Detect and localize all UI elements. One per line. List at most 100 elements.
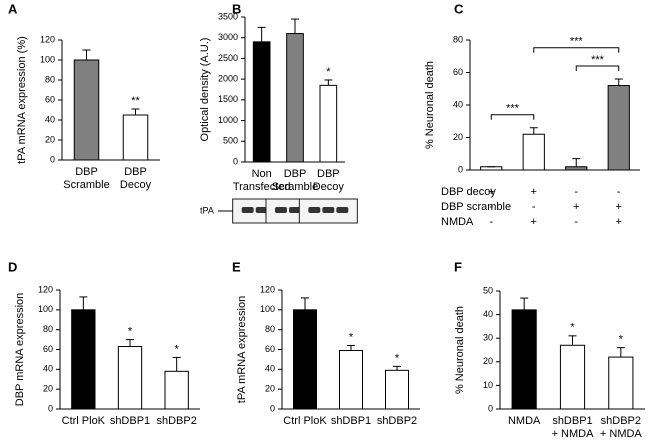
y-tick-label: 50: [483, 285, 493, 295]
y-tick-label: 60: [453, 67, 463, 77]
y-tick-label: 120: [38, 284, 53, 294]
y-tick-label: 20: [43, 384, 53, 394]
panel-letter: F: [454, 259, 462, 274]
bar: [608, 356, 634, 410]
y-tick-label: 0: [270, 403, 275, 413]
y-tick-label: 20: [265, 384, 275, 394]
blot-band: [241, 207, 254, 213]
x-tick-label: Ctrl PloK: [62, 415, 106, 427]
condition-sign: -: [489, 216, 493, 228]
blot-band: [289, 207, 301, 213]
bar: [511, 309, 537, 410]
y-tick-label: 40: [45, 114, 55, 124]
condition-sign: -: [574, 216, 578, 228]
panel-letter: D: [8, 259, 17, 274]
y-tick-label: 1500: [218, 94, 238, 104]
significance: ***: [591, 54, 605, 66]
y-tick-label: 20: [453, 132, 463, 142]
bar: [319, 84, 338, 163]
condition-sign: -: [574, 186, 578, 198]
significance: *: [326, 66, 331, 78]
y-tick-label: 40: [483, 309, 493, 319]
bar: [385, 369, 409, 410]
bar: [117, 346, 143, 410]
y-tick-label: 40: [453, 99, 463, 109]
x-tick-label: DBP Decoy: [120, 166, 152, 191]
x-tick-label: DBP Decoy: [313, 168, 345, 193]
y-tick-label: 20: [483, 356, 493, 366]
x-tick-label: DBP Scramble: [63, 166, 109, 191]
y-tick-label: 0: [48, 403, 53, 413]
x-tick-label: shDBP1: [331, 415, 371, 427]
condition-name: NMDA: [441, 216, 474, 228]
bar: [286, 33, 304, 163]
blot-band: [322, 207, 335, 213]
bar: [293, 309, 317, 410]
x-tick-label: Ctrl PloK: [283, 415, 327, 427]
y-tick-label: 60: [265, 344, 275, 354]
significance: **: [131, 95, 140, 107]
x-tick-label: shDBP2: [156, 415, 196, 427]
y-tick-label: 0: [50, 154, 55, 164]
bar: [252, 41, 271, 163]
y-tick-label: 0: [458, 164, 463, 174]
x-tick-label: shDBP2 + NMDA: [600, 415, 643, 440]
y-tick-label: 100: [260, 304, 275, 314]
y-tick-label: 20: [45, 134, 55, 144]
bar: [339, 349, 363, 410]
y-axis-label: Optical density (A.U.): [199, 38, 211, 142]
y-tick-label: 2500: [218, 53, 238, 63]
bracket: [490, 114, 535, 120]
condition-sign: +: [573, 201, 579, 213]
blot-band: [255, 207, 268, 213]
y-axis-label: DBP mRNA expression: [14, 293, 26, 407]
significance: ***: [506, 103, 520, 115]
y-tick-label: 60: [45, 94, 55, 104]
y-axis-label: % Neuronal death: [424, 61, 436, 149]
y-tick-label: 0: [488, 403, 493, 413]
y-tick-label: 3500: [218, 11, 238, 21]
y-tick-label: 0: [233, 156, 238, 166]
significance: ***: [570, 36, 584, 48]
significance: *: [619, 334, 624, 346]
y-tick-label: 10: [483, 380, 493, 390]
blot-band: [275, 207, 287, 213]
panel-letter: E: [232, 259, 241, 274]
y-tick-label: 1000: [218, 115, 238, 125]
significance: *: [395, 352, 400, 364]
y-tick-label: 120: [260, 284, 275, 294]
y-tick-label: 500: [223, 136, 238, 146]
y-tick-label: 3000: [218, 32, 238, 42]
bar: [122, 114, 149, 161]
y-axis-label: % Neuronal death: [454, 306, 466, 394]
panel-letter: C: [454, 1, 464, 16]
blot-band: [308, 207, 321, 213]
y-axis-label: tPA mRNA expression: [236, 296, 248, 403]
x-tick-label: NMDA: [508, 415, 541, 427]
x-tick-label: shDBP1: [110, 415, 150, 427]
bar: [71, 309, 96, 410]
bracket: [533, 47, 620, 53]
significance: *: [349, 331, 354, 343]
significance: *: [175, 343, 180, 355]
significance: *: [570, 322, 575, 334]
y-tick-label: 80: [453, 34, 463, 44]
x-tick-label: shDBP2: [377, 415, 417, 427]
y-tick-label: 80: [45, 74, 55, 84]
condition-sign: -: [489, 201, 493, 213]
bar: [607, 85, 630, 171]
condition-sign: -: [532, 201, 536, 213]
y-tick-label: 80: [265, 324, 275, 334]
condition-sign: +: [531, 186, 537, 198]
x-tick-label: DBP Scramble: [272, 168, 318, 193]
bar: [565, 166, 588, 171]
y-tick-label: 120: [40, 34, 55, 44]
condition-sign: +: [531, 216, 537, 228]
condition-name: DBP decoy: [441, 186, 496, 198]
x-tick-label: shDBP1 + NMDA: [552, 415, 595, 440]
y-axis-label: tPA mRNA expression (%): [16, 36, 28, 164]
condition-sign: +: [488, 186, 494, 198]
bracket: [575, 65, 620, 71]
